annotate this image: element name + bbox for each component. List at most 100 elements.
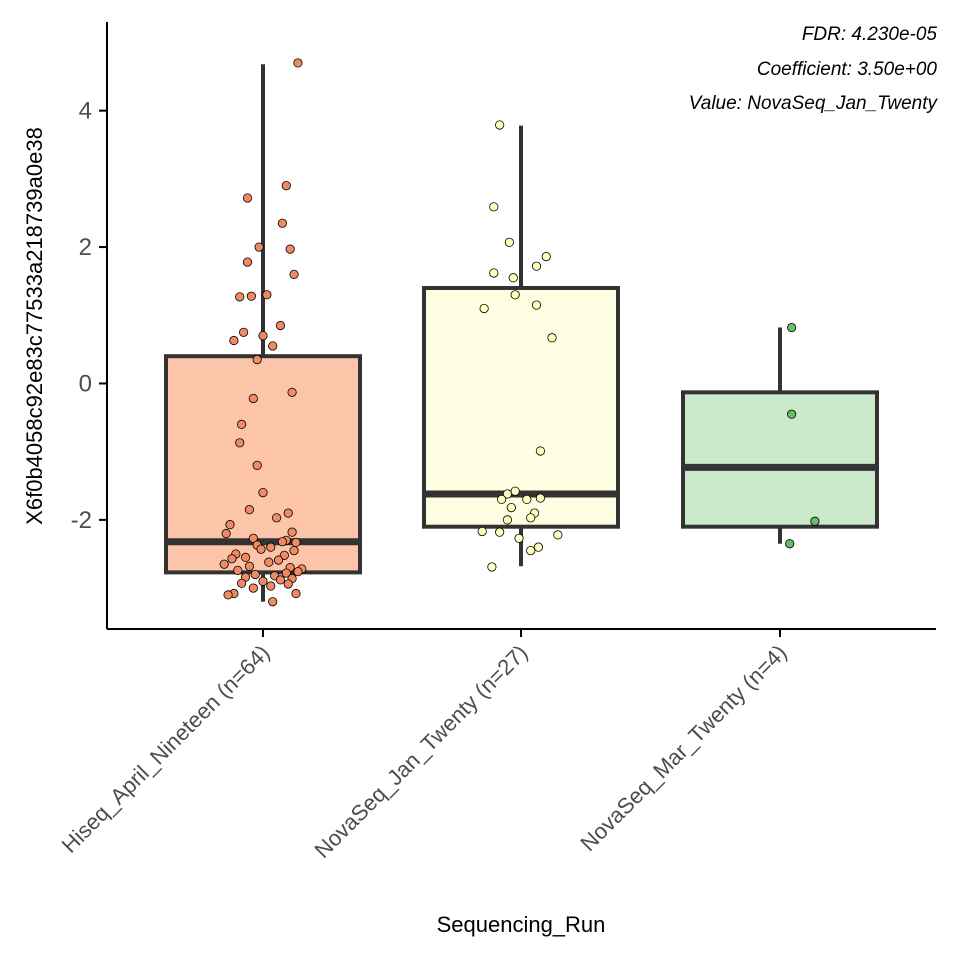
data-point xyxy=(489,202,499,212)
data-point xyxy=(268,597,278,607)
data-point xyxy=(514,533,524,543)
data-point xyxy=(277,218,287,228)
box-iqr xyxy=(164,354,362,575)
data-point xyxy=(239,327,249,337)
data-point xyxy=(479,303,489,314)
data-point xyxy=(237,419,247,429)
data-point xyxy=(219,559,229,569)
data-point xyxy=(237,578,247,588)
data-point xyxy=(271,513,282,523)
y-axis-title: X6f0b4058c92e83c77533a218739a0e38 xyxy=(22,127,47,525)
data-point xyxy=(281,568,291,578)
x-tick-label: Hiseq_April_Nineteen (n=64) xyxy=(57,640,275,858)
y-ticks-layer: -2 0 2 4 xyxy=(71,98,107,534)
data-point xyxy=(248,533,258,543)
data-point xyxy=(235,438,245,448)
data-point xyxy=(526,513,536,523)
data-point xyxy=(535,493,546,503)
data-point xyxy=(283,508,293,518)
data-point xyxy=(293,58,303,68)
data-point xyxy=(506,502,516,513)
y-tick-label: 4 xyxy=(79,98,92,125)
data-point xyxy=(242,193,253,203)
data-point xyxy=(277,537,287,547)
data-point xyxy=(289,545,299,556)
data-point xyxy=(553,530,563,540)
data-point xyxy=(254,242,264,252)
value-annotation: Value: NovaSeq_Jan_Twenty xyxy=(689,93,939,114)
data-point xyxy=(810,516,820,526)
data-point xyxy=(496,494,507,505)
x-ticks-layer: Hiseq_April_Nineteen (n=64) NovaSeq_Jan_T… xyxy=(57,629,792,863)
data-point xyxy=(258,576,268,586)
data-point xyxy=(244,505,255,515)
data-point xyxy=(504,237,514,247)
data-point xyxy=(266,542,276,552)
box-iqr xyxy=(681,390,879,529)
data-point xyxy=(233,565,243,575)
data-point xyxy=(531,300,542,310)
data-point xyxy=(522,494,532,505)
data-point xyxy=(477,526,487,537)
y-tick-label: -2 xyxy=(71,507,92,534)
data-point xyxy=(258,331,268,341)
data-point xyxy=(256,544,266,554)
data-point xyxy=(248,393,258,404)
data-point xyxy=(225,520,235,530)
data-point xyxy=(273,555,284,565)
data-point xyxy=(533,542,544,552)
data-point xyxy=(787,409,797,419)
data-point xyxy=(547,333,557,343)
data-point xyxy=(275,320,286,331)
x-axis-title: Sequencing_Run xyxy=(437,912,606,937)
data-point xyxy=(541,252,551,262)
boxes-layer xyxy=(164,64,879,602)
data-point xyxy=(508,273,518,283)
data-point xyxy=(291,588,301,599)
data-point xyxy=(268,341,278,351)
data-point xyxy=(495,527,505,537)
data-point xyxy=(526,545,536,556)
data-point xyxy=(223,590,233,600)
data-point xyxy=(287,387,297,397)
box-group-2 xyxy=(422,125,620,567)
data-point xyxy=(285,244,295,254)
data-point xyxy=(289,269,299,279)
coefficient-annotation: Coefficient: 3.50e+00 xyxy=(757,59,938,80)
box-iqr xyxy=(422,285,620,529)
x-tick-label: NovaSeq_Jan_Twenty (n=27) xyxy=(309,640,532,863)
data-point xyxy=(281,181,291,191)
data-point xyxy=(487,562,497,572)
data-point xyxy=(246,291,256,301)
data-point xyxy=(489,268,499,278)
data-point xyxy=(785,539,795,549)
data-point xyxy=(531,261,542,271)
data-point xyxy=(495,120,505,130)
data-point xyxy=(510,486,520,496)
y-tick-label: 2 xyxy=(79,234,92,261)
data-point xyxy=(244,561,255,571)
data-point xyxy=(262,290,272,300)
data-point xyxy=(535,446,546,456)
data-point xyxy=(502,489,513,499)
data-point xyxy=(250,569,260,580)
data-point xyxy=(240,552,251,562)
y-tick-label: 0 xyxy=(79,370,92,397)
data-point xyxy=(787,322,797,333)
data-point xyxy=(235,292,245,302)
data-point xyxy=(258,487,268,498)
data-point xyxy=(291,537,301,547)
data-point xyxy=(275,575,286,585)
data-point xyxy=(283,579,293,589)
data-point xyxy=(229,335,239,346)
data-point xyxy=(502,515,513,525)
x-tick-label: NovaSeq_Mar_Twenty (n=4) xyxy=(575,640,791,856)
box-group-1 xyxy=(164,64,362,602)
data-point xyxy=(287,527,297,537)
box-group-3 xyxy=(681,327,879,544)
fdr-annotation: FDR: 4.230e-05 xyxy=(802,24,938,45)
data-point xyxy=(252,355,262,365)
data-point xyxy=(264,557,274,567)
